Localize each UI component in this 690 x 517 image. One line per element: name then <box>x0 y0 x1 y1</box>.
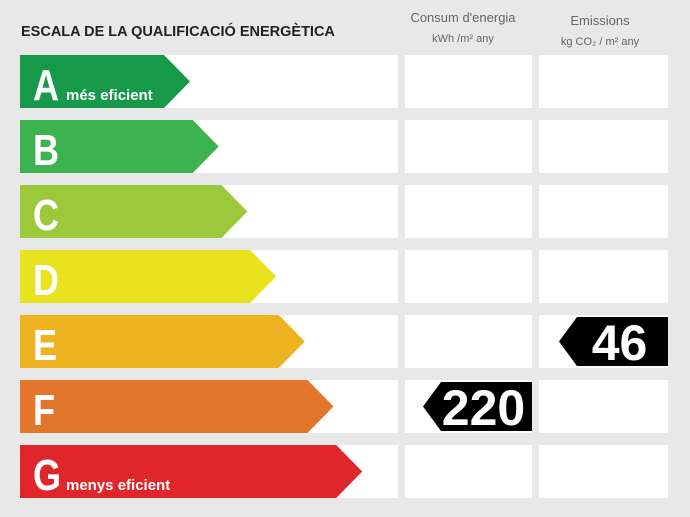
class-arrow <box>20 315 305 368</box>
class-letter: F <box>33 386 55 435</box>
class-label: menys eficient <box>66 477 170 494</box>
title: ESCALA DE LA QUALIFICACIÓ ENERGÈTICA <box>21 22 335 40</box>
emissions-cell <box>539 380 668 433</box>
emissions-badge <box>559 317 668 366</box>
emissions-cell <box>539 120 668 173</box>
column-title: Emissions <box>570 13 630 28</box>
class-arrow <box>20 250 277 303</box>
class-letter: C <box>33 191 59 240</box>
consumption-value: 220 <box>442 380 525 436</box>
column-unit: kg CO₂ / m² any <box>561 36 640 48</box>
emissions-cell <box>539 185 668 238</box>
class-arrow <box>20 120 219 173</box>
emissions-value: 46 <box>592 315 648 371</box>
column-title: Consum d'energia <box>410 10 516 25</box>
consumption-cell <box>405 315 532 368</box>
emissions-cell <box>539 250 668 303</box>
class-letter: G <box>33 451 61 500</box>
emissions-cell <box>539 445 668 498</box>
class-letter: D <box>33 256 59 305</box>
class-letter: E <box>33 321 57 370</box>
column-unit: kWh /m² any <box>432 33 494 45</box>
consumption-cell <box>405 185 532 238</box>
class-arrow <box>20 55 190 108</box>
class-label: més eficient <box>66 87 153 104</box>
consumption-cell <box>405 250 532 303</box>
consumption-cell <box>405 120 532 173</box>
consumption-cell <box>405 55 532 108</box>
consumption-badge <box>423 382 532 431</box>
class-letter: A <box>33 61 59 110</box>
emissions-cell <box>539 55 668 108</box>
class-letter: B <box>33 126 59 175</box>
consumption-cell <box>405 445 532 498</box>
class-arrow <box>20 445 363 498</box>
class-arrow <box>20 380 334 433</box>
class-arrow <box>20 185 248 238</box>
